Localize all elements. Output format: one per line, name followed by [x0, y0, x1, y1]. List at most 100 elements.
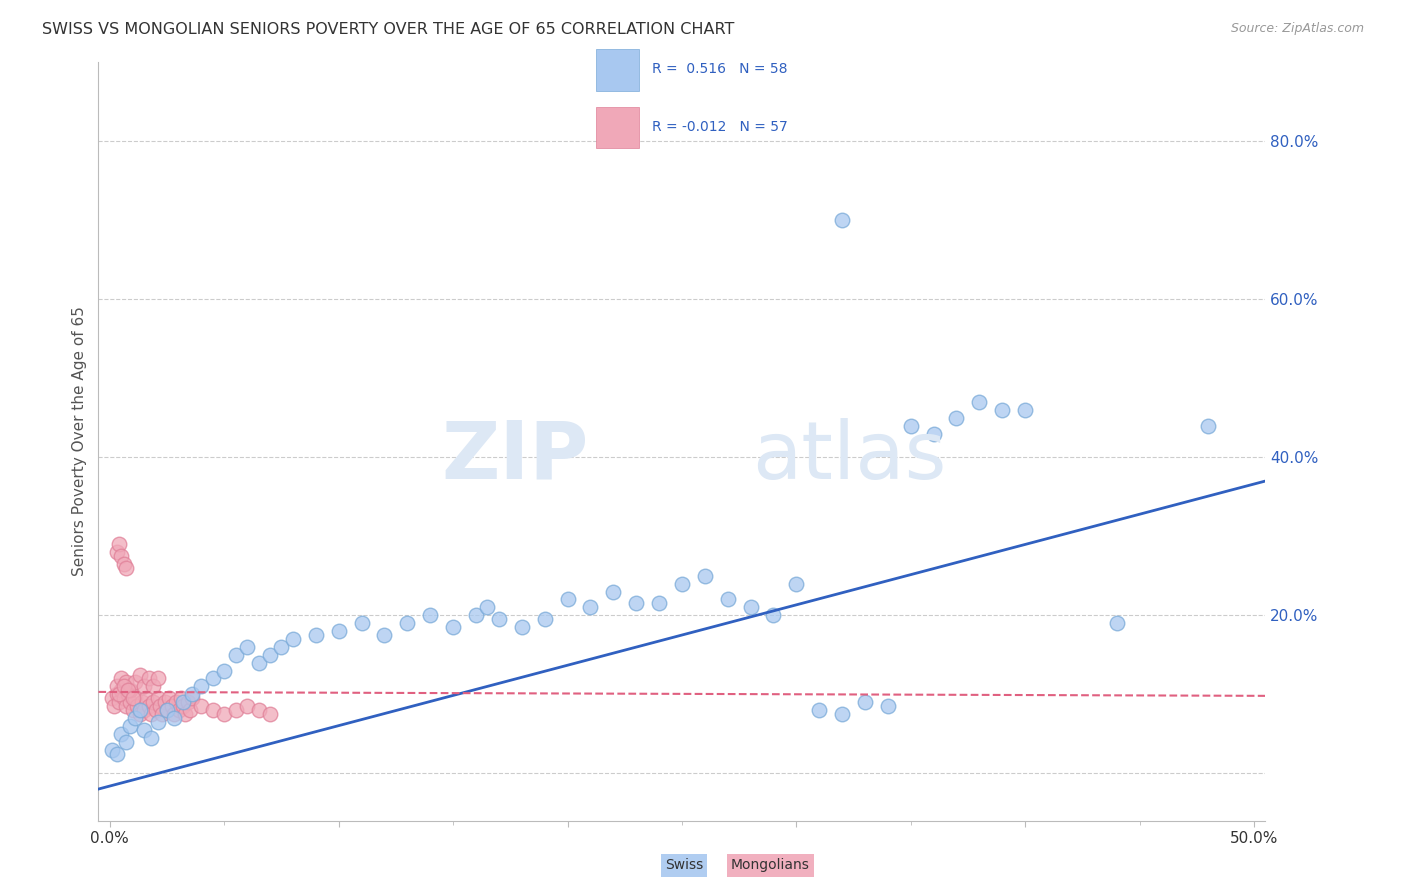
Point	[128, 667, 150, 681]
Point	[156, 703, 179, 717]
Point	[165, 695, 187, 709]
Text: Swiss: Swiss	[665, 858, 703, 872]
Point	[108, 695, 131, 709]
Point	[142, 695, 165, 709]
Point	[134, 679, 156, 693]
Point	[373, 628, 395, 642]
Point	[174, 706, 197, 721]
Point	[225, 648, 247, 662]
Point	[124, 691, 146, 706]
Point	[134, 723, 156, 737]
Point	[214, 664, 236, 678]
Point	[281, 632, 304, 646]
Point	[808, 703, 831, 717]
Point	[124, 711, 146, 725]
Point	[105, 747, 128, 761]
Point	[117, 687, 139, 701]
Point	[139, 706, 162, 721]
Point	[128, 703, 150, 717]
Point	[488, 612, 510, 626]
Point	[120, 695, 142, 709]
Point	[121, 691, 143, 706]
Point	[163, 706, 186, 721]
Point	[124, 675, 146, 690]
Point	[146, 714, 169, 729]
Point	[131, 695, 153, 709]
Point	[172, 695, 194, 709]
Point	[115, 675, 138, 690]
Point	[108, 537, 131, 551]
Point	[135, 691, 157, 706]
Point	[160, 699, 183, 714]
Point	[247, 656, 270, 670]
Point	[236, 699, 259, 714]
Point	[991, 403, 1014, 417]
Point	[441, 620, 464, 634]
Point	[648, 597, 671, 611]
Point	[270, 640, 292, 654]
Point	[117, 683, 139, 698]
Point	[236, 640, 259, 654]
Point	[328, 624, 350, 639]
Point	[149, 699, 172, 714]
Point	[181, 691, 204, 706]
Point	[922, 426, 945, 441]
Text: Mongolians: Mongolians	[731, 858, 810, 872]
Point	[153, 695, 176, 709]
Point	[157, 691, 180, 706]
Point	[110, 727, 132, 741]
Point	[110, 549, 132, 563]
Point	[853, 695, 876, 709]
Point	[579, 600, 602, 615]
Point	[138, 672, 160, 686]
Point	[156, 703, 179, 717]
Point	[101, 691, 124, 706]
Point	[945, 410, 967, 425]
Point	[247, 703, 270, 717]
Point	[110, 683, 132, 698]
Point	[134, 703, 156, 717]
Point	[190, 699, 212, 714]
Point	[128, 706, 150, 721]
Point	[105, 679, 128, 693]
Text: atlas: atlas	[752, 417, 946, 496]
Point	[179, 703, 201, 717]
Point	[201, 672, 224, 686]
Point	[101, 742, 124, 756]
Point	[1105, 616, 1128, 631]
Point	[170, 691, 193, 706]
Point	[671, 576, 693, 591]
Point	[831, 213, 853, 227]
Point	[120, 683, 142, 698]
Point	[785, 576, 807, 591]
Point	[259, 706, 281, 721]
Point	[115, 561, 138, 575]
Y-axis label: Seniors Poverty Over the Age of 65: Seniors Poverty Over the Age of 65	[72, 307, 87, 576]
Point	[127, 699, 149, 714]
Point	[181, 687, 204, 701]
Point	[259, 648, 281, 662]
Point	[225, 703, 247, 717]
Point	[969, 395, 991, 409]
Point	[1197, 418, 1219, 433]
Point	[305, 628, 328, 642]
Point	[121, 703, 143, 717]
Point	[533, 612, 555, 626]
Point	[201, 703, 224, 717]
Point	[214, 706, 236, 721]
Point	[112, 557, 135, 571]
Point	[900, 418, 922, 433]
Point	[510, 620, 533, 634]
Bar	[596, 49, 640, 91]
Point	[176, 695, 198, 709]
Point	[142, 679, 165, 693]
Point	[146, 691, 169, 706]
Point	[112, 679, 135, 693]
Point	[105, 687, 128, 701]
Point	[876, 699, 898, 714]
Point	[762, 608, 785, 623]
Point	[465, 608, 488, 623]
Point	[138, 699, 160, 714]
Point	[145, 703, 167, 717]
Point	[624, 597, 647, 611]
